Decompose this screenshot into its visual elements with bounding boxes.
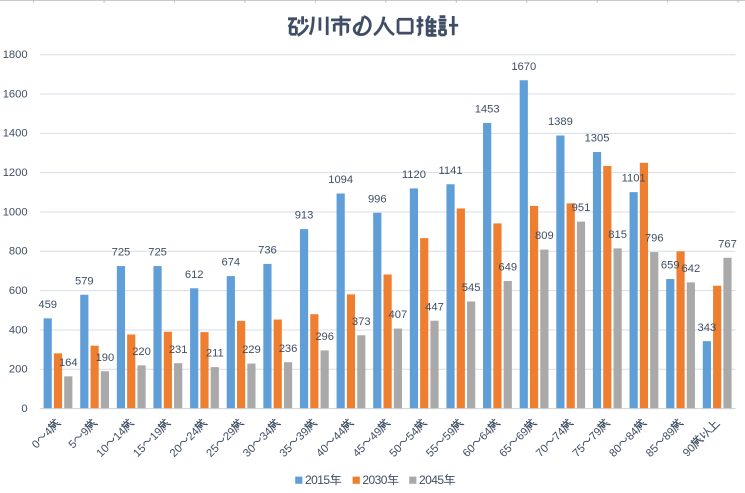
svg-text:1000: 1000 xyxy=(3,206,28,218)
svg-text:736: 736 xyxy=(258,244,277,256)
svg-text:600: 600 xyxy=(9,285,28,297)
svg-text:236: 236 xyxy=(279,343,298,355)
svg-text:1400: 1400 xyxy=(3,128,28,140)
svg-text:231: 231 xyxy=(169,344,188,356)
svg-text:1101: 1101 xyxy=(622,173,646,185)
svg-text:1200: 1200 xyxy=(3,167,28,179)
svg-text:296: 296 xyxy=(315,331,334,343)
svg-text:447: 447 xyxy=(425,301,444,313)
svg-text:815: 815 xyxy=(608,229,627,241)
svg-text:1670: 1670 xyxy=(511,61,536,73)
svg-text:545: 545 xyxy=(462,282,481,294)
svg-text:220: 220 xyxy=(132,346,151,358)
svg-text:659: 659 xyxy=(661,260,680,272)
svg-text:1389: 1389 xyxy=(548,116,573,128)
svg-text:913: 913 xyxy=(295,210,314,222)
svg-text:200: 200 xyxy=(9,364,28,376)
svg-text:725: 725 xyxy=(112,247,131,259)
svg-text:767: 767 xyxy=(718,238,737,250)
svg-text:164: 164 xyxy=(59,357,78,369)
svg-text:1141: 1141 xyxy=(438,165,462,177)
svg-text:2045: 2045 xyxy=(419,473,444,487)
svg-text:190: 190 xyxy=(96,352,115,364)
svg-text:459: 459 xyxy=(38,299,57,311)
svg-text:796: 796 xyxy=(645,233,664,245)
svg-text:400: 400 xyxy=(9,324,28,336)
svg-text:809: 809 xyxy=(535,230,554,242)
svg-text:612: 612 xyxy=(185,269,204,281)
svg-text:211: 211 xyxy=(206,348,224,360)
svg-text:579: 579 xyxy=(75,275,94,287)
svg-text:725: 725 xyxy=(148,247,167,259)
svg-text:800: 800 xyxy=(9,246,28,258)
svg-text:642: 642 xyxy=(682,263,701,275)
svg-text:674: 674 xyxy=(221,257,240,269)
svg-text:373: 373 xyxy=(352,316,371,328)
svg-text:1453: 1453 xyxy=(475,104,500,116)
svg-text:996: 996 xyxy=(368,193,387,205)
svg-text:229: 229 xyxy=(242,344,261,356)
svg-text:951: 951 xyxy=(572,202,591,214)
svg-text:407: 407 xyxy=(389,309,408,321)
svg-text:649: 649 xyxy=(498,262,517,274)
svg-text:343: 343 xyxy=(698,322,717,334)
svg-text:0: 0 xyxy=(21,403,27,415)
svg-text:2015: 2015 xyxy=(305,473,330,487)
svg-text:1120: 1120 xyxy=(402,169,426,181)
svg-text:1305: 1305 xyxy=(585,133,610,145)
svg-text:1600: 1600 xyxy=(3,88,28,100)
svg-text:1800: 1800 xyxy=(3,49,28,61)
svg-text:1094: 1094 xyxy=(328,174,353,186)
svg-text:2030: 2030 xyxy=(362,473,387,487)
